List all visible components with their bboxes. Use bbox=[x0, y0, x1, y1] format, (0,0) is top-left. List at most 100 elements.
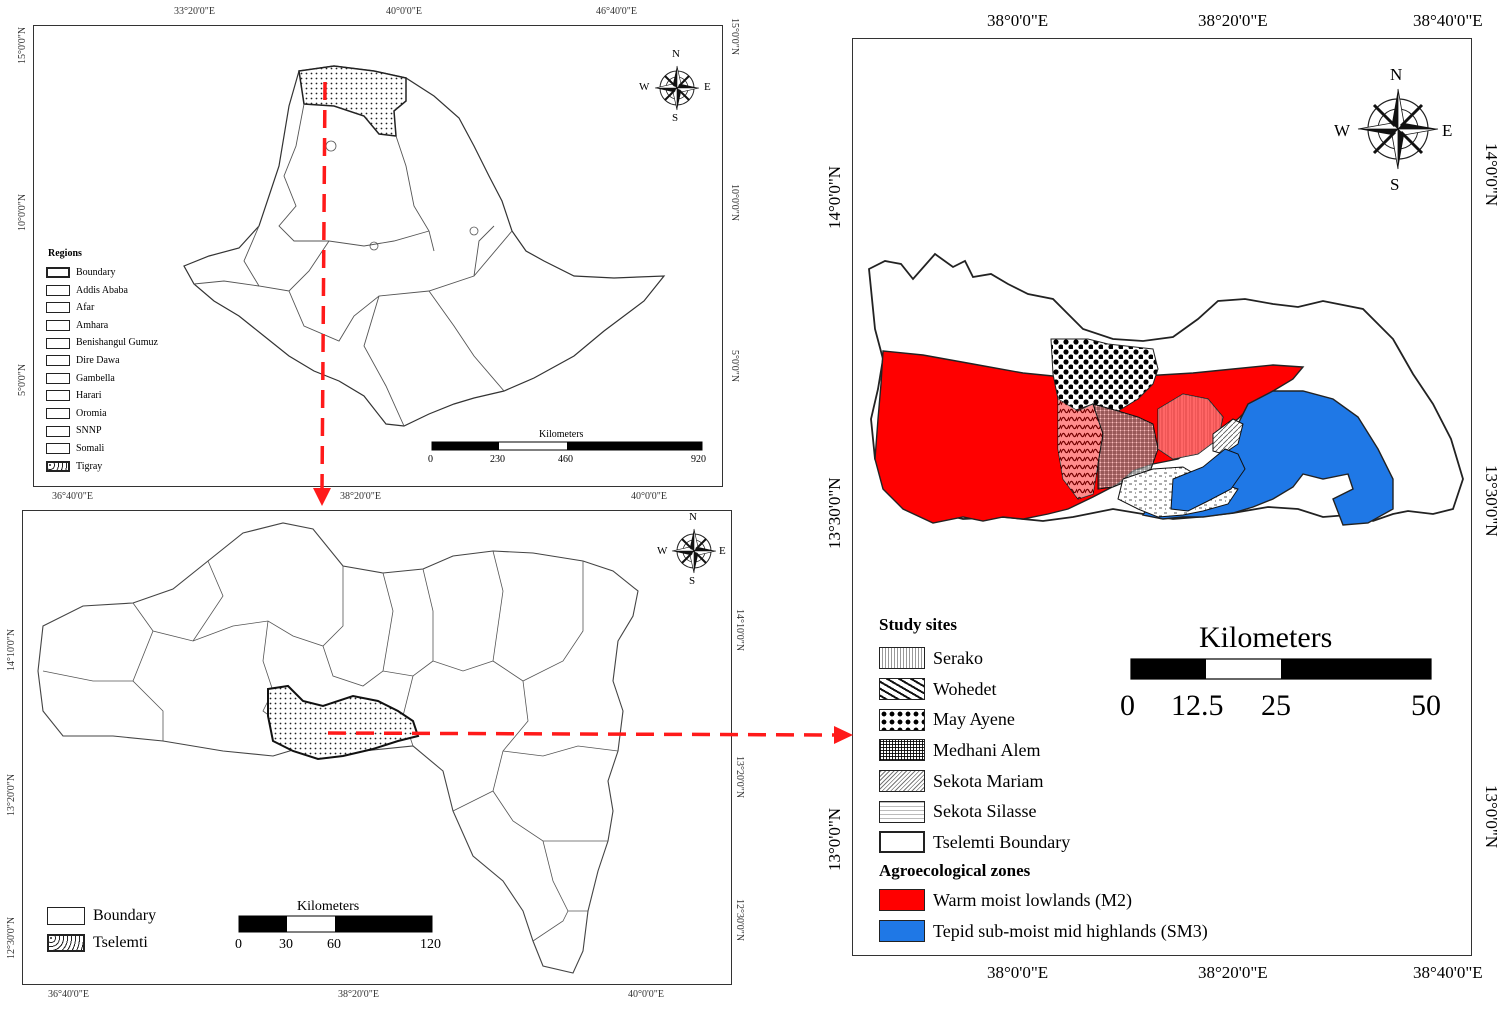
tick-left: 10°0'0"N bbox=[17, 193, 28, 231]
tick-right: 12°30'0"N bbox=[734, 899, 745, 942]
tick-right: 14°10'0"N bbox=[734, 609, 745, 652]
site-wohedet-pattern bbox=[1058, 399, 1103, 499]
legend-item: Gambella bbox=[46, 370, 158, 388]
legend-item: Benishangul Gumuz bbox=[46, 334, 158, 352]
compass-s: S bbox=[1390, 175, 1400, 194]
scale-label: 12.5 bbox=[1171, 689, 1224, 722]
legend-item: Somali bbox=[46, 440, 158, 458]
scale-bar-b bbox=[238, 915, 433, 933]
scale-title: Kilometers bbox=[539, 429, 584, 440]
tick-right: 14°0'0"N bbox=[1482, 143, 1499, 207]
compass-n: N bbox=[689, 511, 697, 523]
scale-label: 120 bbox=[420, 937, 441, 952]
tick-top: 38°0'0"E bbox=[987, 11, 1049, 30]
legend-title: Regions bbox=[48, 248, 82, 259]
scale-label: 0 bbox=[1120, 689, 1135, 722]
legend-item-may-ayene: May Ayene bbox=[879, 704, 1070, 735]
tick-left: 14°0'0"N bbox=[825, 165, 844, 229]
tick-left: 14°10'0"N bbox=[6, 628, 17, 671]
compass-rose-b bbox=[671, 528, 717, 574]
legend-item-wohedet: Wohedet bbox=[879, 674, 1070, 705]
ethiopia-regions-map: 33°20'0"E 40°0'0"E 46°40'0"E 36°40'0"E 3… bbox=[17, 6, 740, 502]
tick-bottom: 38°20'0"E bbox=[338, 989, 379, 1000]
study-sites-title: Study sites bbox=[879, 615, 957, 634]
tick-left: 13°20'0"N bbox=[6, 773, 17, 816]
scale-title: Kilometers bbox=[297, 899, 360, 914]
tick-bottom: 38°20'0"E bbox=[1198, 963, 1268, 982]
tick-left: 13°30'0"N bbox=[825, 477, 844, 549]
tick-right: 13°0'0"N bbox=[1482, 785, 1499, 849]
tick-bottom: 36°40'0"E bbox=[48, 989, 89, 1000]
legend-item-medhani-alem: Medhani Alem bbox=[879, 735, 1070, 766]
scale-label: 460 bbox=[558, 454, 573, 465]
scale-label: 0 bbox=[235, 937, 242, 952]
legend-item: Amhara bbox=[46, 317, 158, 335]
legend-item-tselemti: Tselemti bbox=[47, 934, 148, 952]
scale-label: 50 bbox=[1411, 689, 1441, 722]
compass-s: S bbox=[689, 575, 696, 587]
tick-bottom: 38°40'0"E bbox=[1413, 963, 1483, 982]
site-serako-pattern bbox=[1158, 394, 1223, 459]
tick-right: 13°30'0"N bbox=[1482, 465, 1499, 537]
tick-bottom: 40°0'0"E bbox=[628, 989, 664, 1000]
scale-label: 60 bbox=[327, 937, 341, 952]
legend-item: Tigray bbox=[46, 458, 158, 476]
legend-item: Addis Ababa bbox=[46, 282, 158, 300]
arrowhead-down bbox=[313, 488, 331, 506]
tick-bottom: 38°0'0"E bbox=[987, 963, 1049, 982]
legend-item-serako: Serako bbox=[879, 643, 1070, 674]
tick-left: 12°30'0"N bbox=[6, 916, 17, 959]
tick-bottom: 38°20'0"E bbox=[340, 491, 381, 502]
scale-label: 30 bbox=[279, 937, 293, 952]
legend-item-warm-moist: Warm moist lowlands (M2) bbox=[879, 889, 1132, 911]
zone-map: 36°40'0"E 38°20'0"E 40°0'0"E 14°10'0"N 1… bbox=[6, 510, 745, 1000]
tick-left: 5°0'0"N bbox=[17, 363, 28, 396]
legend-item: Boundary bbox=[46, 264, 158, 282]
scale-bar-a bbox=[431, 441, 703, 451]
legend-item: Afar bbox=[46, 299, 158, 317]
legend-item: Dire Dawa bbox=[46, 352, 158, 370]
compass-n: N bbox=[672, 48, 680, 60]
scale-title: Kilometers bbox=[1199, 621, 1333, 654]
ethiopia-outline bbox=[183, 65, 666, 427]
compass-e: E bbox=[1442, 121, 1453, 140]
legend-item-tselemti-boundary: Tselemti Boundary bbox=[879, 827, 1070, 858]
site-sekota-mariam bbox=[1212, 418, 1244, 455]
legend-item-tepid-submoist: Tepid sub-moist mid highlands (SM3) bbox=[879, 920, 1208, 942]
scale-label: 0 bbox=[428, 454, 433, 465]
tick-bottom: 40°0'0"E bbox=[631, 491, 667, 502]
tick-left: 13°0'0"N bbox=[825, 807, 844, 871]
legend-item-boundary: Boundary bbox=[47, 907, 156, 925]
tick-left: 15°0'0"N bbox=[17, 26, 28, 64]
tselemti-detail-map: 38°0'0"E 38°20'0"E 38°40'0"E 38°0'0"E 38… bbox=[825, 11, 1499, 982]
compass-w: W bbox=[657, 545, 668, 557]
tick-top: 33°20'0"E bbox=[174, 6, 215, 17]
tick-right: 5°0'0"N bbox=[729, 350, 740, 383]
compass-w: W bbox=[1334, 121, 1351, 140]
site-blue-overlay bbox=[1170, 448, 1246, 512]
tick-right: 10°0'0"N bbox=[729, 184, 740, 222]
tick-top: 38°40'0"E bbox=[1413, 11, 1483, 30]
compass-e: E bbox=[704, 81, 711, 93]
compass-e: E bbox=[719, 545, 726, 557]
arrowhead-right bbox=[834, 726, 853, 744]
scale-label: 920 bbox=[691, 454, 706, 465]
zone-map-svg bbox=[37, 522, 717, 974]
legend-a: Boundary Addis Ababa Afar Amhara Benisha… bbox=[46, 264, 158, 475]
study-sites-legend: Serako Wohedet May Ayene Medhani Alem Se… bbox=[879, 643, 1070, 858]
scale-label: 25 bbox=[1261, 689, 1291, 722]
tick-top: 46°40'0"E bbox=[596, 6, 637, 17]
compass-rose-a bbox=[654, 65, 700, 111]
zones-title: Agroecological zones bbox=[879, 861, 1031, 880]
scale-bar-c bbox=[1130, 658, 1432, 680]
legend-item-sekota-mariam: Sekota Mariam bbox=[879, 766, 1070, 797]
legend-item: Harari bbox=[46, 387, 158, 405]
tselemti-map-svg bbox=[868, 88, 1464, 680]
tick-right: 15°0'0"N bbox=[729, 18, 740, 56]
compass-rose-c bbox=[1357, 88, 1439, 170]
legend-item: Oromia bbox=[46, 405, 158, 423]
legend-item: SNNP bbox=[46, 422, 158, 440]
tick-right: 13°20'0"N bbox=[734, 756, 745, 799]
compass-w: W bbox=[639, 81, 650, 93]
scale-label: 230 bbox=[490, 454, 505, 465]
